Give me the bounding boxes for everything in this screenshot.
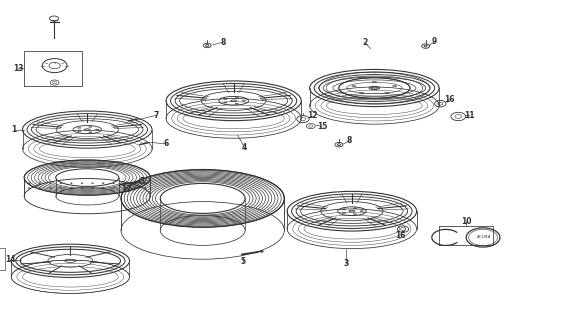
Text: 1: 1 <box>11 125 16 134</box>
Circle shape <box>113 182 115 184</box>
Text: 2: 2 <box>362 38 368 47</box>
Circle shape <box>144 187 146 188</box>
Text: 15: 15 <box>317 122 327 131</box>
Text: 9: 9 <box>432 37 437 46</box>
Circle shape <box>49 187 51 188</box>
Circle shape <box>60 187 62 188</box>
Circle shape <box>102 182 104 184</box>
Circle shape <box>49 182 51 184</box>
Text: ACURA: ACURA <box>476 236 490 239</box>
Text: 7: 7 <box>154 111 159 120</box>
Text: 13: 13 <box>13 64 23 73</box>
Circle shape <box>70 182 73 184</box>
Circle shape <box>91 182 93 184</box>
Text: 5: 5 <box>240 257 246 266</box>
Text: 12: 12 <box>307 111 318 120</box>
Text: 11: 11 <box>464 111 475 120</box>
Text: 8: 8 <box>346 136 352 145</box>
Circle shape <box>123 187 126 188</box>
Circle shape <box>28 182 30 184</box>
Circle shape <box>113 187 115 188</box>
Circle shape <box>81 187 83 188</box>
Circle shape <box>91 187 93 188</box>
Circle shape <box>28 187 30 188</box>
Text: 10: 10 <box>461 217 471 226</box>
Text: 8: 8 <box>220 38 226 47</box>
Circle shape <box>133 187 136 188</box>
Circle shape <box>81 182 83 184</box>
Text: 5: 5 <box>139 177 145 186</box>
Circle shape <box>39 182 41 184</box>
Circle shape <box>70 187 73 188</box>
Circle shape <box>144 182 146 184</box>
Circle shape <box>123 182 126 184</box>
Circle shape <box>102 187 104 188</box>
Text: 3: 3 <box>343 259 348 268</box>
Text: 17: 17 <box>122 185 132 194</box>
Text: 14: 14 <box>5 255 15 264</box>
Text: 16: 16 <box>444 95 454 104</box>
Text: 16: 16 <box>396 231 406 240</box>
Text: 6: 6 <box>163 140 169 148</box>
Circle shape <box>60 182 62 184</box>
Circle shape <box>39 187 41 188</box>
Text: 4: 4 <box>242 143 247 152</box>
Circle shape <box>133 182 136 184</box>
